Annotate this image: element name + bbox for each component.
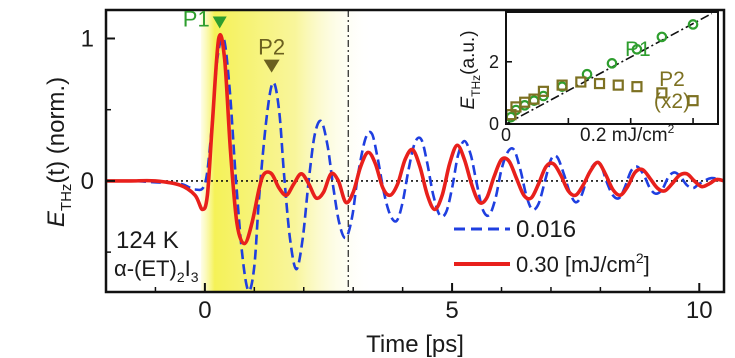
inset-point-P2 (593, 77, 606, 90)
inset-chart-panel: 0 2 0 ETHz(a.u.) 0.2 mJ/cm2 P1 P2 (x2) (458, 11, 719, 146)
y-tick-label: 0 (81, 168, 94, 195)
axis-ticks: 0 5 10 0 1 (81, 25, 713, 324)
inset-linear-fit-line (505, 12, 713, 125)
p2-peak-marker (263, 59, 280, 73)
inset-p2-multiplier: (x2) (654, 90, 690, 113)
material-label: α-(ET)2I3 (114, 256, 199, 285)
inset-point-P2 (537, 85, 550, 97)
y-tick-label: 1 (81, 25, 94, 52)
series-line-0.30 (106, 32, 724, 246)
inset-point-P2 (556, 79, 568, 91)
pump-excitation-shading (200, 10, 373, 292)
inset-y-tick-label: 2 (489, 52, 499, 72)
inset-frame (505, 11, 719, 125)
x-tick-label: 10 (686, 297, 713, 324)
inset-axis-ticks: 0 2 0 (489, 52, 694, 145)
inset-point-P2 (656, 87, 668, 99)
legend: 0.016 0.30 [mJ/cm2] (454, 216, 650, 277)
inset-x-axis-label: 0.2 mJ/cm2 (580, 122, 675, 146)
inset-y-tick-label: 0 (489, 114, 499, 134)
inset-point-P2 (612, 79, 624, 91)
p1-label: P1 (183, 6, 210, 31)
x-tick-label: 5 (445, 297, 458, 324)
legend-label-0.016: 0.016 (516, 216, 576, 243)
inset-point-P1 (581, 68, 593, 80)
temperature-label: 124 K (116, 227, 179, 254)
p1-peak-marker (212, 16, 227, 29)
inset-point-P1 (606, 58, 618, 69)
inset-point-P2 (631, 81, 643, 93)
inset-y-axis-label: ETHz(a.u.) (458, 30, 483, 109)
x-axis-label: Time [ps] (366, 331, 464, 358)
x-tick-label: 0 (198, 297, 211, 324)
plot-frame (104, 8, 726, 294)
inset-x-tick-label: 0 (501, 125, 511, 145)
p2-label: P2 (258, 35, 285, 60)
inset-legend-p2: P2 (659, 68, 685, 91)
inset-point-P2 (575, 76, 587, 88)
inset-point-P2 (687, 95, 699, 107)
legend-label-0.30: 0.30 [mJ/cm2] (516, 250, 650, 277)
inset-point-P1 (687, 19, 699, 30)
inset-point-P2 (528, 93, 540, 105)
main-chart-panel: 0 5 10 0 1 Time [ps] ETHz(t) (norm.) P1 P2 1… (43, 6, 726, 358)
y-axis-label: ETHz(t) (norm.) (43, 77, 75, 227)
inset-point-P1 (631, 44, 643, 55)
inset-point-P1 (656, 31, 668, 43)
inset-legend-p1: P1 (625, 38, 651, 61)
